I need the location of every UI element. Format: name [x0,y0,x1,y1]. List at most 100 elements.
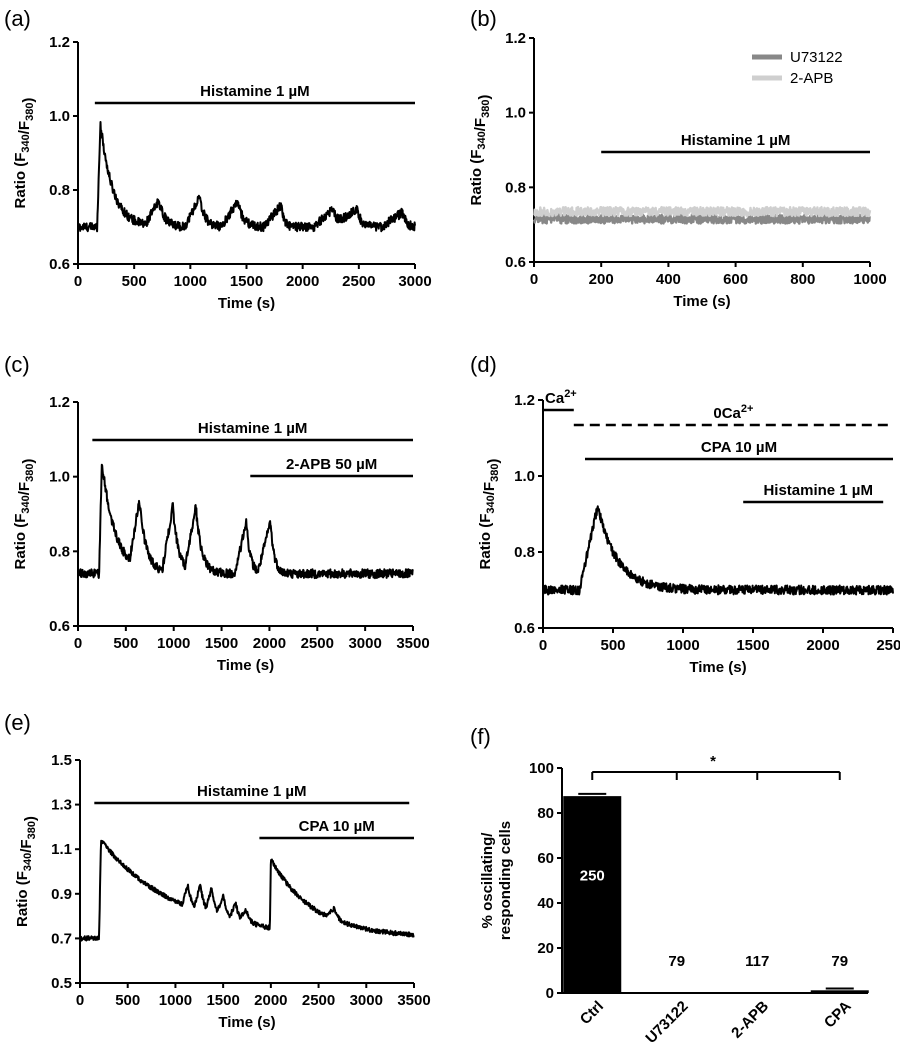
legend-entry: U73122 [790,49,843,66]
panel-label: (e) [4,710,31,735]
panel-label: (a) [4,6,31,31]
x-tick-label: 1500 [230,273,263,290]
y-label-part: 340 [22,853,34,871]
y-tick-label: 1.0 [505,105,526,122]
x-tick-label: Ctrl [577,998,607,1028]
x-tick-label: 2500 [301,635,334,652]
bar-n-label: 79 [831,953,848,970]
y-axis-label: Ratio (F340/F380) [468,95,493,206]
x-tick-label: 0 [74,273,82,290]
x-tick-label: 1000 [174,273,207,290]
y-tick-label: 1.5 [51,752,72,769]
x-tick-label: 2000 [254,992,287,1009]
x-tick-label: 0 [539,637,547,654]
panel-label: (f) [470,724,491,749]
x-tick-label: 2000 [253,635,286,652]
x-tick-label: 3000 [350,992,383,1009]
annotation-label: CPA 10 µM [299,818,375,835]
y-tick-label: 0.6 [505,254,526,271]
annotation-superscript: 2+ [741,403,754,415]
x-tick-label: 1000 [666,637,699,654]
y-tick-label: 0.6 [49,256,70,273]
y-label-part: /F [16,121,33,134]
y-axis-label: Ratio (F340/F380) [477,459,502,570]
annotation-label: Ca2+ [545,388,577,407]
significance-marker: * [710,753,716,770]
x-tick-label: 1500 [736,637,769,654]
x-tick-label: 200 [589,271,614,288]
annotation-label: Histamine 1 µM [681,132,791,149]
series-line [533,205,872,218]
x-tick-label: 3500 [397,992,430,1009]
annotation-label: Histamine 1 µM [763,482,873,499]
y-tick-label: 40 [537,895,554,912]
x-axis-label: Time (s) [689,659,746,676]
series-line [532,213,871,225]
y-tick-label: 1.0 [49,108,70,125]
y-tick-label: 1.2 [505,30,526,47]
x-tick-label: 2500 [342,273,375,290]
x-tick-label: 500 [113,635,138,652]
y-label-part: /F [18,839,35,852]
x-tick-label: 600 [723,271,748,288]
x-tick-label: 500 [600,637,625,654]
y-tick-label: 1.1 [51,841,72,858]
x-tick-label: U73122 [642,998,691,1047]
y-tick-label: 0.8 [49,543,70,560]
x-tick-label: 0 [530,271,538,288]
y-tick-label: 0.9 [51,886,72,903]
y-axis-label: Ratio (F340/F380) [14,816,39,927]
bar-n-label: 79 [668,953,685,970]
panel-label: (d) [470,352,497,377]
y-label-part: 380 [480,100,492,118]
y-label-part: ) [22,816,39,821]
panel-c: (c) 0.6 0.8 1.0 1.2 Ratio (F340/F380) 0 500 1000… [4,352,430,674]
annotation-label: 2-APB 50 µM [286,456,377,473]
x-tick-label: 500 [115,992,140,1009]
y-label-part: Ratio (F [12,153,29,209]
y-label-part: 380 [26,821,38,839]
x-tick-label: 2500 [876,637,900,654]
annotation-text: 0Ca [713,405,741,422]
x-tick-label: 2500 [302,992,335,1009]
x-tick-label: 1500 [206,992,239,1009]
y-label-part: /F [16,482,33,495]
y-label-part: /F [481,482,498,495]
bar-n-label: 117 [745,953,769,970]
y-label-part: Ratio (F [14,871,31,927]
x-tick-label: 800 [790,271,815,288]
panel-label: (c) [4,352,30,377]
y-axis-label: responding cells [497,821,514,940]
series-line [77,121,416,233]
y-axis-label: Ratio (F340/F380) [12,459,37,570]
x-tick-label: 0 [74,635,82,652]
panel-label: (b) [470,6,497,31]
x-tick-label: 1500 [205,635,238,652]
y-tick-label: 1.2 [514,392,535,409]
y-label-part: ) [476,95,493,100]
y-label-part: 380 [24,103,36,121]
y-tick-label: 1.2 [49,34,70,51]
x-tick-label: 400 [656,271,681,288]
y-label-part: /F [472,118,489,131]
annotation-label: CPA 10 µM [701,439,777,456]
x-tick-label: 2000 [286,273,319,290]
x-axis-label: Time (s) [218,1014,275,1031]
y-tick-label: 1.0 [514,468,535,485]
annotation-text: Ca [545,390,565,407]
panel-e: (e) 0.5 0.7 0.9 1.1 1.3 1.5 Ratio (F340/F380) 0 5… [4,710,431,1031]
annotation-superscript: 2+ [564,388,577,400]
y-tick-label: 20 [537,940,554,957]
y-label-part: 340 [476,131,488,149]
bar-cpa [810,990,869,993]
annotation-label: Histamine 1 µM [197,783,307,800]
x-tick-label: 500 [122,273,147,290]
bar-ctrl [563,796,622,993]
y-axis-label: % oscillating/ [479,832,496,929]
y-label-part: 340 [485,495,497,513]
y-label-part: 380 [24,464,36,482]
y-label-part: ) [485,459,502,464]
x-tick-label: 3000 [348,635,381,652]
x-tick-label: 2-APB [728,998,772,1042]
